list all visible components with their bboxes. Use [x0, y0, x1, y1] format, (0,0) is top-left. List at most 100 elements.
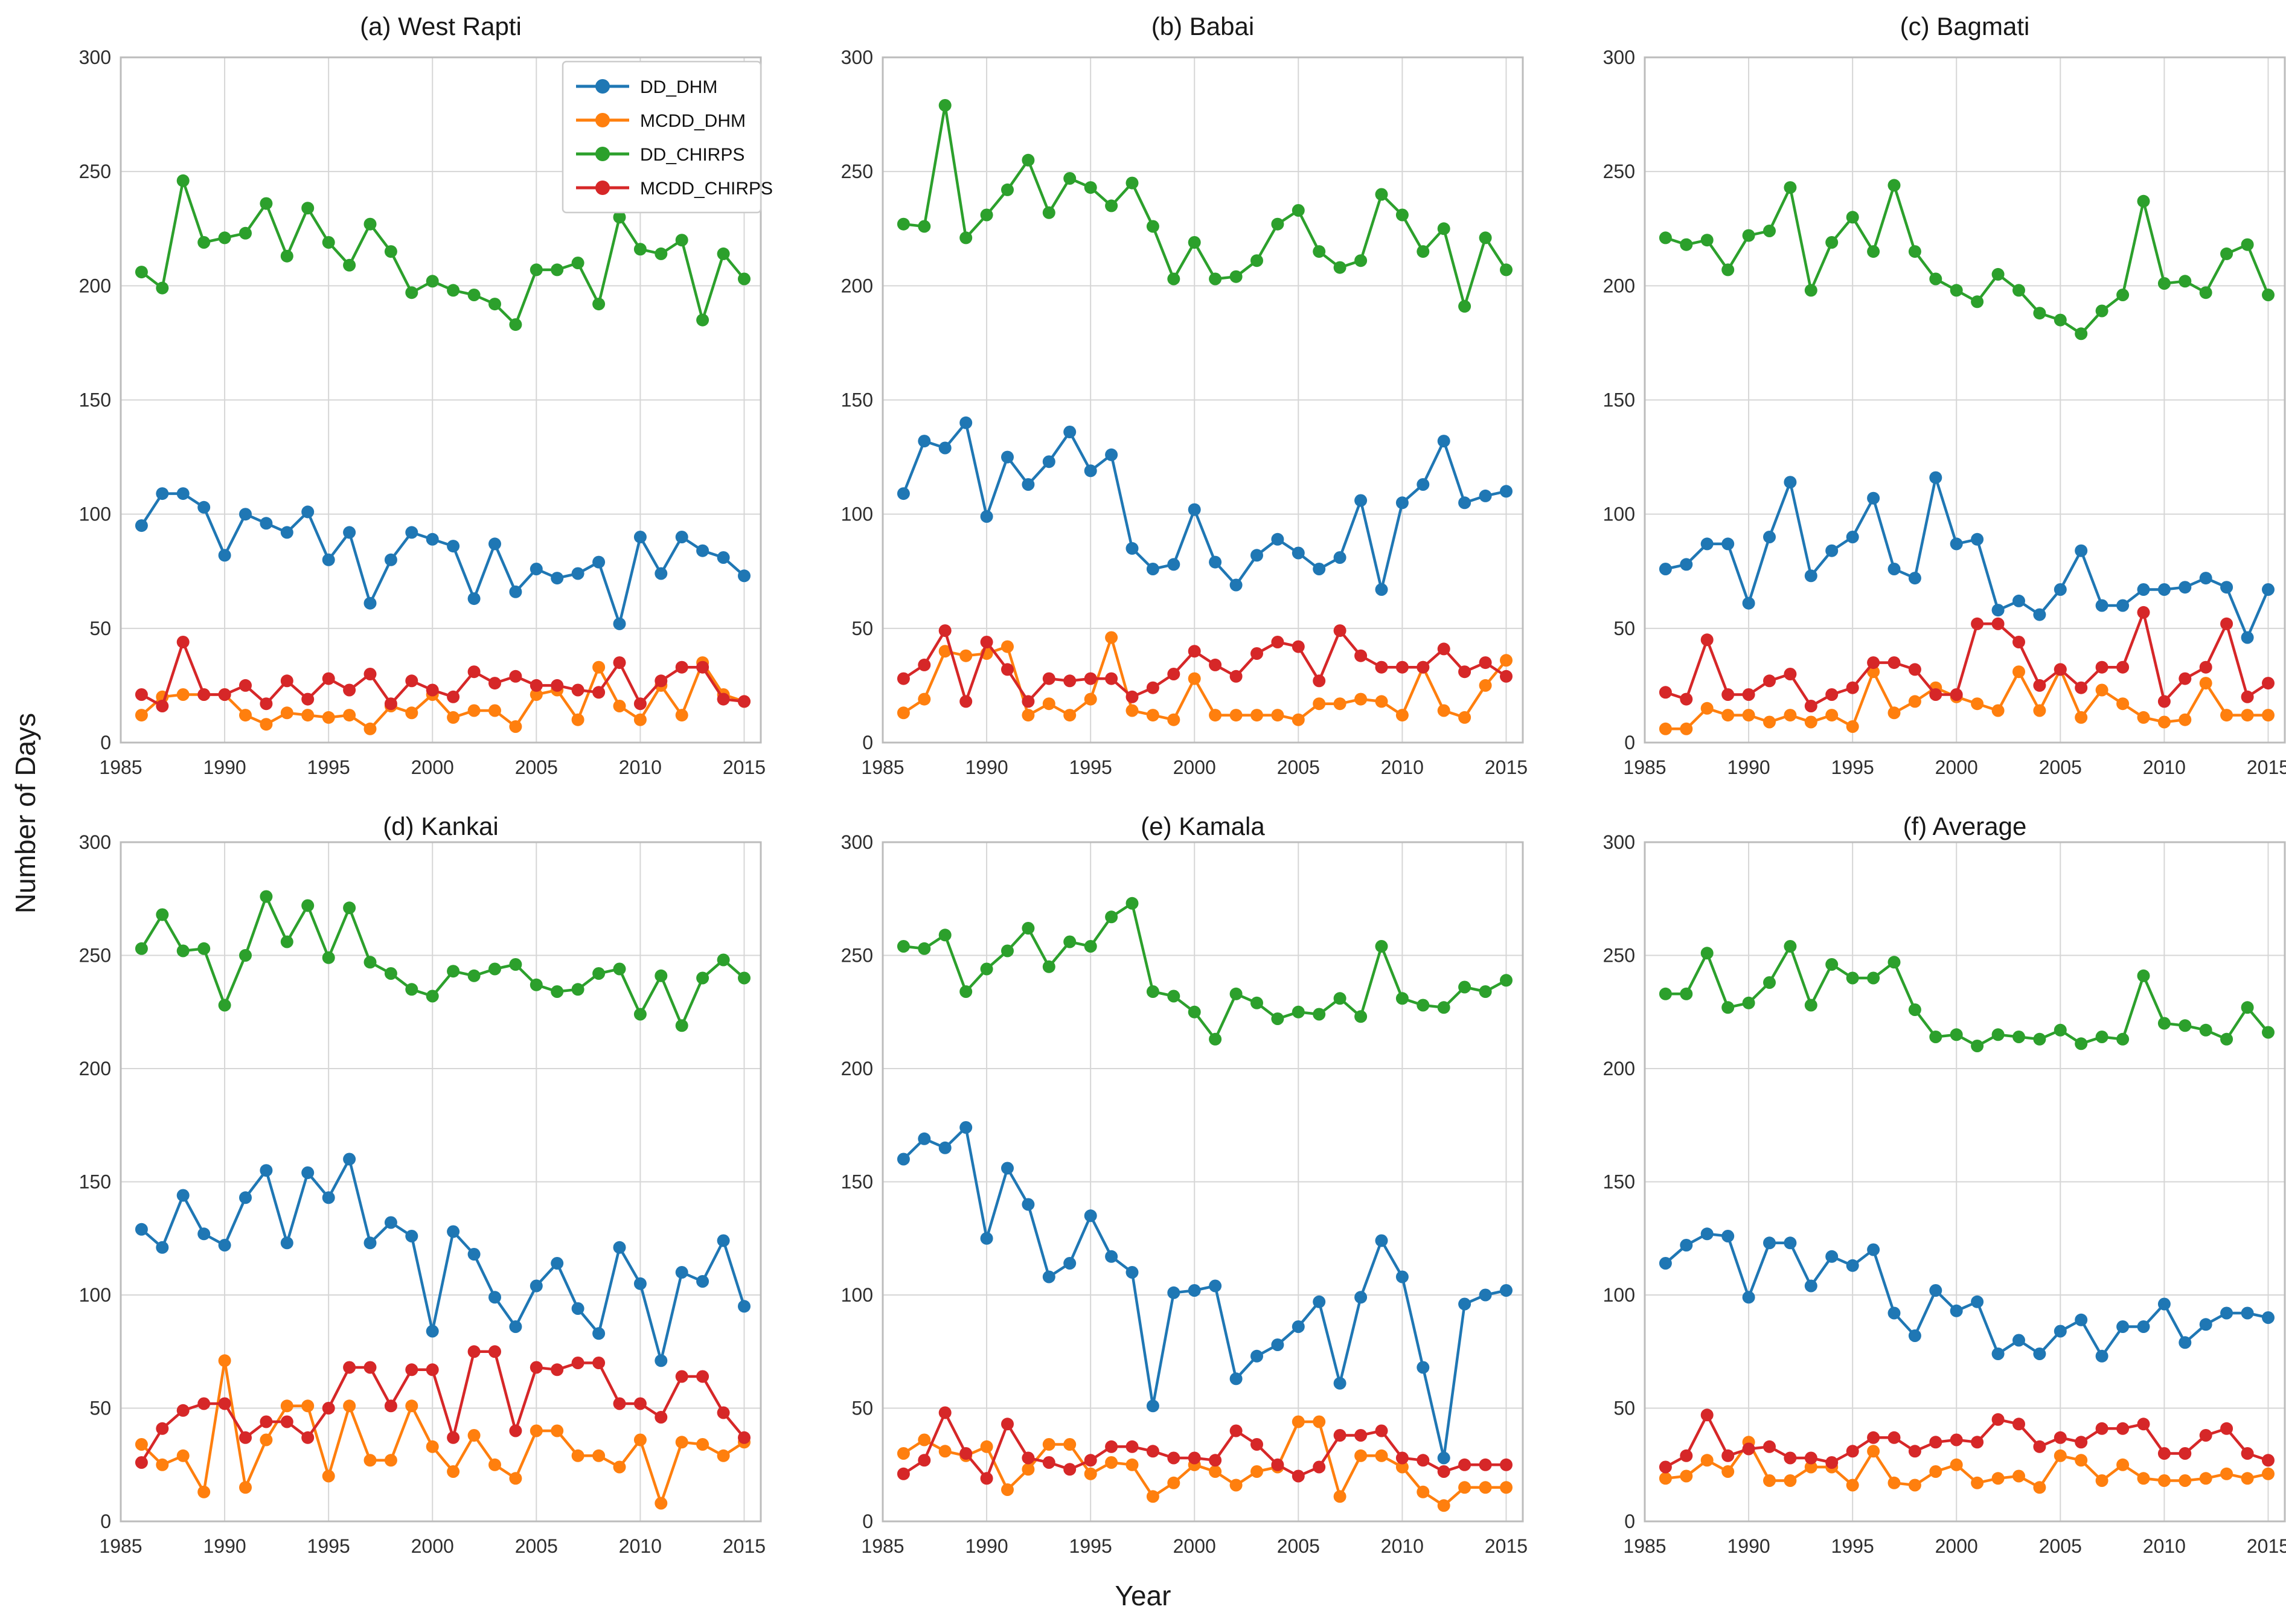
series-DD_DHM-marker	[1804, 1279, 1817, 1293]
series-MCDD_DHM-marker	[1417, 1485, 1430, 1498]
series-DD_CHIRPS-marker	[1500, 974, 1513, 987]
series-DD_DHM-marker	[571, 1302, 584, 1315]
series-MCDD_CHIRPS-marker	[2033, 1440, 2046, 1453]
series-DD_DHM-marker	[218, 1239, 231, 1252]
series-MCDD_CHIRPS-marker	[509, 670, 522, 683]
series-DD_DHM-marker	[571, 567, 584, 580]
series-DD_CHIRPS-marker	[530, 263, 543, 277]
series-DD_CHIRPS	[1659, 940, 2275, 1052]
series-MCDD_CHIRPS-marker	[1209, 1454, 1222, 1467]
series-MCDD_CHIRPS-marker	[488, 1345, 501, 1358]
series-MCDD_CHIRPS-marker	[1022, 1451, 1035, 1465]
series-MCDD_DHM-marker	[1084, 1467, 1097, 1480]
series-DD_CHIRPS-marker	[1971, 1040, 1984, 1052]
series-DD_DHM-marker	[2157, 583, 2171, 596]
series-MCDD_DHM-marker	[301, 709, 315, 722]
series-DD_CHIRPS-line	[903, 902, 1507, 1041]
series-DD_CHIRPS-marker	[1417, 245, 1430, 258]
series-DD_CHIRPS-marker	[1084, 181, 1097, 194]
series-MCDD_CHIRPS-marker	[1929, 1436, 1942, 1449]
series-MCDD_CHIRPS-marker	[405, 674, 418, 688]
series-MCDD_DHM-marker	[1887, 1476, 1901, 1489]
subplot-west-rapti: 0 50 100 150 200 250 300 1985 1990 1995 2000 2005 20…	[48, 0, 797, 803]
series-MCDD_DHM-marker	[176, 688, 190, 701]
series-MCDD_CHIRPS-marker	[938, 1406, 952, 1419]
series-MCDD_DHM-marker	[405, 1399, 418, 1413]
svg-text:150: 150	[841, 389, 873, 411]
subplot-e-title: (e) Kamala	[1141, 812, 1265, 840]
svg-text:1985: 1985	[99, 756, 142, 778]
series-MCDD_DHM-marker	[2199, 1472, 2212, 1485]
series-MCDD_CHIRPS-marker	[1991, 1413, 2005, 1426]
y-tick-labels: 0 50 100 150 200 250 300	[79, 46, 111, 753]
series-DD_CHIRPS-marker	[1680, 987, 1693, 1000]
series-MCDD_DHM-marker	[2033, 1481, 2046, 1494]
series-DD_DHM-marker	[156, 1241, 169, 1254]
series-DD_DHM-marker	[1146, 563, 1159, 575]
series-MCDD_CHIRPS-marker	[2075, 681, 2088, 694]
series-DD_CHIRPS-marker	[897, 217, 910, 231]
series-DD_CHIRPS-marker	[1680, 238, 1693, 251]
series-DD_DHM-marker	[696, 544, 709, 557]
series-MCDD_DHM-marker	[1950, 1458, 1963, 1471]
series-DD_CHIRPS-marker	[2157, 1017, 2171, 1030]
series-MCDD_CHIRPS-marker	[156, 700, 169, 712]
series-MCDD_CHIRPS	[897, 1406, 1513, 1485]
series-MCDD_CHIRPS-marker	[1479, 1458, 1492, 1471]
series-MCDD_CHIRPS-marker	[260, 1415, 273, 1428]
series-MCDD_CHIRPS-marker	[176, 1404, 190, 1417]
series-DD_CHIRPS-marker	[738, 971, 751, 985]
svg-text:1995: 1995	[307, 1535, 350, 1557]
series-DD_DHM-marker	[363, 1236, 377, 1250]
series-DD_DHM-marker	[1395, 496, 1409, 510]
series-MCDD_DHM-marker	[1167, 1476, 1180, 1489]
series-DD_DHM-marker	[1929, 1284, 1942, 1297]
series-DD_DHM-marker	[1022, 1198, 1035, 1211]
series-DD_CHIRPS-marker	[322, 236, 335, 249]
series-MCDD_DHM-marker	[2137, 1472, 2150, 1485]
series-MCDD_CHIRPS-marker	[1333, 624, 1346, 638]
series-MCDD_CHIRPS-marker	[738, 1431, 751, 1444]
series-DD_DHM-marker	[509, 585, 522, 598]
series-MCDD_CHIRPS-marker	[363, 668, 377, 680]
svg-text:2010: 2010	[619, 1535, 662, 1557]
series-DD_CHIRPS	[897, 99, 1513, 313]
series-DD_DHM-marker	[405, 1230, 418, 1242]
series-DD_CHIRPS-marker	[509, 318, 522, 331]
series-DD_DHM-marker	[1001, 1162, 1014, 1175]
series-MCDD_CHIRPS-marker	[2012, 636, 2025, 648]
series-MCDD_CHIRPS-marker	[197, 1397, 211, 1410]
series-DD_CHIRPS-marker	[1846, 971, 1859, 985]
svg-text:200: 200	[1603, 1058, 1635, 1079]
x-tick-labels: 1985 1990 1995 2000 2005 2010 2015	[1623, 1535, 2286, 1557]
series-MCDD_CHIRPS-marker	[1250, 1438, 1263, 1451]
series-DD_DHM-marker	[1167, 1286, 1180, 1299]
series-MCDD_CHIRPS-marker	[1659, 1460, 1672, 1474]
series-MCDD_CHIRPS-marker	[1804, 1451, 1817, 1465]
x-tick-labels: 1985 1990 1995 2000 2005 2010 2015	[99, 1535, 766, 1557]
series-DD_DHM-marker	[2116, 1320, 2130, 1333]
series-DD_DHM-marker	[1887, 1306, 1901, 1320]
series-MCDD_CHIRPS-marker	[1313, 674, 1326, 688]
series-MCDD_CHIRPS-marker	[1354, 1429, 1368, 1442]
series-DD_CHIRPS-marker	[551, 263, 564, 277]
series-MCDD_CHIRPS-marker	[2012, 1418, 2025, 1431]
series-DD_DHM-marker	[1479, 1288, 1492, 1302]
series-DD_DHM-marker	[1971, 1295, 1984, 1308]
svg-text:100: 100	[79, 504, 111, 525]
series-DD_DHM-marker	[938, 441, 952, 455]
series-DD_DHM-marker	[2075, 544, 2088, 557]
series-MCDD_DHM-marker	[1292, 713, 1305, 726]
svg-text:150: 150	[1603, 389, 1635, 411]
series-DD_CHIRPS-marker	[1250, 254, 1263, 267]
series-DD_CHIRPS-marker	[1929, 272, 1942, 286]
series-MCDD_DHM-marker	[1333, 1490, 1346, 1503]
series-MCDD_CHIRPS-marker	[1292, 640, 1305, 653]
series-DD_CHIRPS-marker	[1950, 1028, 1963, 1041]
svg-text:0: 0	[1624, 732, 1635, 753]
series-MCDD_CHIRPS-marker	[1908, 663, 1921, 676]
legend-marker-MCDD_DHM	[595, 113, 610, 127]
series-DD_CHIRPS-marker	[405, 983, 418, 996]
series-DD_CHIRPS-marker	[2199, 1023, 2212, 1037]
y-axis-label: Number of Days	[10, 712, 41, 914]
